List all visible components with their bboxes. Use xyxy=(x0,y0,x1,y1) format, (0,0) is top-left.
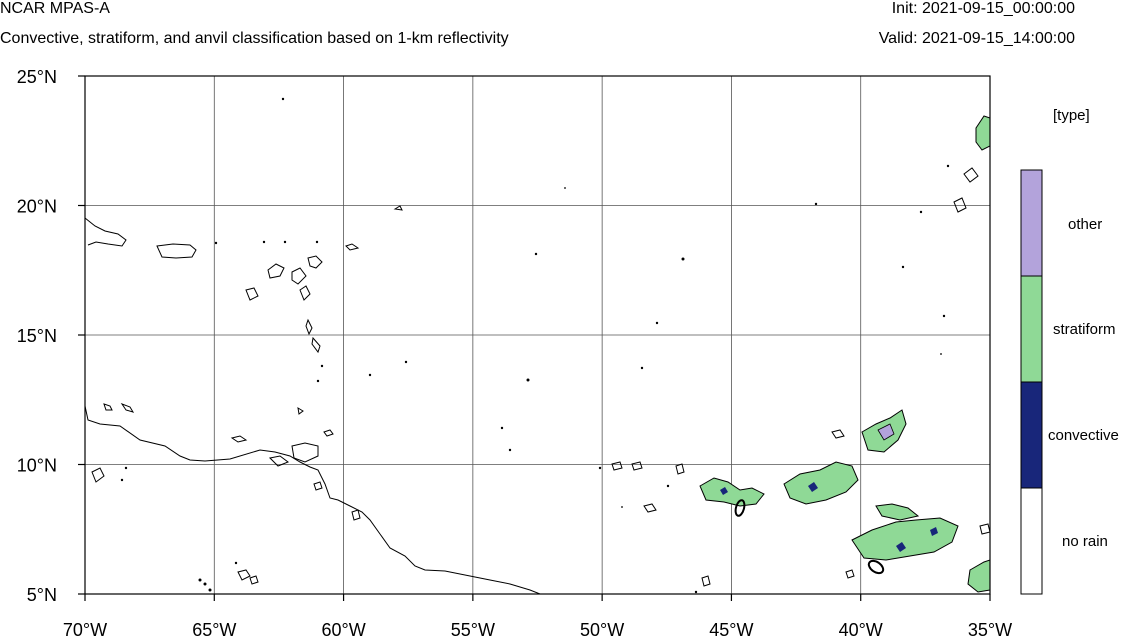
lon-label-50w: 50°W xyxy=(580,620,624,640)
convective-cell-2 xyxy=(896,542,906,552)
legend-swatch-no-rain xyxy=(1020,487,1043,595)
lat-label-20n: 20°N xyxy=(17,197,57,217)
lat-label-10n: 10°N xyxy=(17,456,57,476)
lon-label-55w: 55°W xyxy=(451,620,495,640)
convective-cell-3 xyxy=(720,487,728,495)
coastline-hispaniola xyxy=(85,217,127,247)
legend-swatch-stratiform xyxy=(1020,275,1043,383)
legend-label-convective: convective xyxy=(1048,427,1119,444)
precipitation-cells xyxy=(91,97,990,594)
legend-label-no-rain: no rain xyxy=(1062,533,1108,550)
other-cell-east-5 xyxy=(877,423,895,441)
coastlines xyxy=(85,205,541,594)
lon-label-65w: 65°W xyxy=(192,620,236,640)
stratiform-cluster-se xyxy=(967,559,990,593)
longitude-axis-labels: 70°W 65°W 60°W 55°W 50°W 45°W 40°W 35°W xyxy=(63,620,1012,640)
stratiform-cluster-ne xyxy=(975,115,990,151)
coastline-small-island-2 xyxy=(393,205,403,211)
legend-label-stratiform: stratiform xyxy=(1053,321,1116,338)
stratiform-cluster-east-4 xyxy=(875,503,920,521)
graticule xyxy=(85,76,990,594)
lat-label-15n: 15°N xyxy=(17,326,57,346)
stratiform-cluster-east-3 xyxy=(851,517,959,561)
lon-label-35w: 35°W xyxy=(968,620,1012,640)
legend-colorbar xyxy=(1020,169,1043,595)
stratiform-cluster-east-1 xyxy=(699,477,765,507)
legend-label-other: other xyxy=(1068,216,1103,233)
coastline-tobago xyxy=(323,429,334,437)
legend-title: [type] xyxy=(1053,107,1090,124)
tiny-cells xyxy=(120,97,950,594)
coastline-puerto-rico xyxy=(156,243,197,259)
stratiform-cluster-east-2 xyxy=(783,461,859,505)
scattered-cells xyxy=(91,167,990,587)
coastline-martinique xyxy=(311,336,321,354)
legend-swatch-other xyxy=(1020,169,1043,277)
coastline-guadeloupe xyxy=(305,318,313,336)
coastline-south-america xyxy=(85,405,541,594)
tick-marks xyxy=(78,75,991,601)
lon-label-40w: 40°W xyxy=(839,620,883,640)
eye-contour-2 xyxy=(867,559,885,575)
coastline-small-island-3 xyxy=(297,407,304,415)
convective-cell-4 xyxy=(930,527,938,536)
coastline-small-island-1 xyxy=(345,243,360,251)
latitude-axis-labels: 25°N 20°N 15°N 10°N 5°N xyxy=(17,67,57,605)
lon-label-70w: 70°W xyxy=(63,620,107,640)
coastline-aruba xyxy=(103,403,113,411)
figure-subtitle: Convective, stratiform, and anvil classi… xyxy=(0,30,509,47)
convective-cell-1 xyxy=(808,482,818,492)
legend-swatch-convective xyxy=(1020,381,1043,489)
coastline-curacao xyxy=(120,402,135,413)
coastline-trinidad xyxy=(291,442,319,463)
valid-time: Valid: 2021-09-15_14:00:00 xyxy=(878,30,1075,47)
eye-contour-1 xyxy=(734,499,746,517)
lon-label-60w: 60°W xyxy=(321,620,365,640)
coastline-margarita xyxy=(230,435,248,443)
lat-label-25n: 25°N xyxy=(17,67,57,87)
lat-label-5n: 5°N xyxy=(27,585,57,605)
figure-title: NCAR MPAS-A xyxy=(0,0,110,17)
init-time: Init: 2021-09-15_00:00:00 xyxy=(891,0,1075,17)
lon-label-45w: 45°W xyxy=(709,620,753,640)
